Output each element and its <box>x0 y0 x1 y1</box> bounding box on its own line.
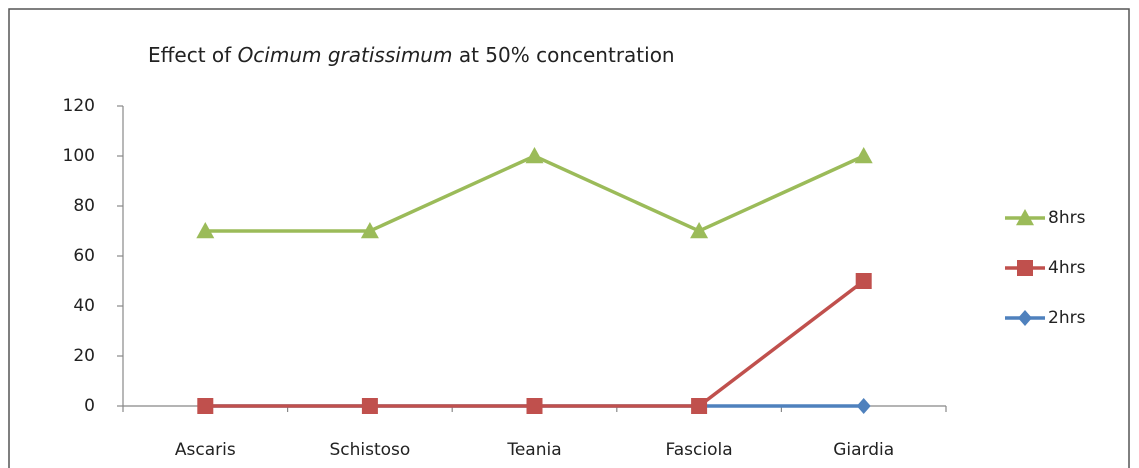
marker <box>1016 209 1034 226</box>
legend-label: 4hrs <box>1048 258 1086 278</box>
y-tick-label: 40 <box>73 296 95 316</box>
marker <box>1017 260 1033 276</box>
y-tick-label: 60 <box>73 246 95 266</box>
marker <box>855 273 872 289</box>
y-tick-label: 120 <box>63 96 95 116</box>
title-part: at 50% concentration <box>459 43 675 67</box>
marker <box>197 398 214 414</box>
marker <box>196 222 215 239</box>
x-tick-label: Giardia <box>833 440 894 460</box>
legend-label: 2hrs <box>1048 308 1086 328</box>
x-tick-label: Teania <box>506 440 561 460</box>
marker <box>525 147 544 164</box>
legend-label: 8hrs <box>1048 208 1086 228</box>
marker <box>526 398 543 414</box>
marker <box>856 398 871 414</box>
chart-frame <box>8 8 1130 468</box>
x-tick-label: Fasciola <box>666 440 733 460</box>
marker <box>360 222 379 239</box>
marker <box>690 222 709 239</box>
y-tick-label: 0 <box>84 396 95 416</box>
y-tick-label: 20 <box>73 346 95 366</box>
x-tick-label: Schistoso <box>329 440 410 460</box>
title-part: Ocimum gratissimum <box>238 43 453 67</box>
chart-title: Effect of Ocimum gratissimum at 50% conc… <box>148 43 675 67</box>
y-tick-label: 100 <box>63 146 95 166</box>
marker <box>854 147 873 164</box>
marker <box>691 398 708 414</box>
marker <box>361 398 378 414</box>
marker <box>1018 310 1032 326</box>
y-tick-label: 80 <box>73 196 95 216</box>
x-tick-label: Ascaris <box>175 440 236 460</box>
title-part: Effect of <box>148 43 232 67</box>
